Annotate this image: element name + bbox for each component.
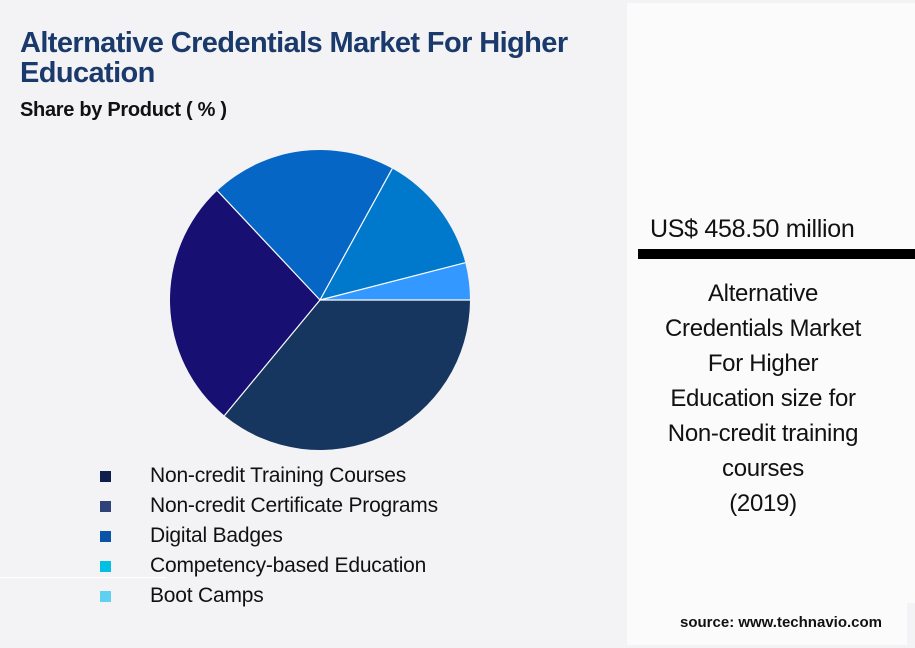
- slice-separator: [216, 190, 321, 301]
- chart-subtitle: Share by Product ( % ): [20, 99, 227, 121]
- description-line: Education size for: [670, 385, 856, 412]
- legend-item-boot-camps: Boot Camps: [100, 581, 438, 611]
- pie-slice-non-credit-training-courses: [224, 300, 470, 450]
- description-line: For Higher: [707, 350, 819, 377]
- description-line: (2019): [729, 490, 797, 517]
- slice-separator: [319, 168, 393, 301]
- callout-panel-edge: [907, 3, 915, 603]
- description-line: Alternative: [707, 280, 819, 307]
- pie-slice-competency-based-education: [320, 168, 466, 300]
- legend-label: Boot Camps: [150, 584, 264, 607]
- legend-label: Non-credit Certificate Programs: [150, 494, 438, 517]
- legend-item-competency-based-education: Competency-based Education: [100, 551, 438, 581]
- pie-chart-svg: [169, 150, 470, 450]
- description-line: Non-credit training: [667, 420, 859, 447]
- value-underline: [638, 249, 915, 259]
- description-line: Credentials Market: [664, 315, 861, 342]
- legend-label: Non-credit Training Courses: [150, 464, 407, 487]
- legend-swatch-icon: [100, 470, 111, 482]
- pie-slice-digital-badges: [217, 150, 393, 300]
- market-size-value: US$ 458.50 million: [650, 215, 855, 243]
- market-size-description: Alternative Credentials Market For Highe…: [640, 276, 886, 521]
- legend-item-digital-badges: Digital Badges: [100, 521, 438, 551]
- slice-separator: [319, 262, 466, 301]
- legend-item-non-credit-certificate-programs: Non-credit Certificate Programs: [100, 491, 438, 521]
- pie-slice-non-credit-certificate-programs: [169, 190, 320, 416]
- legend-swatch-icon: [100, 500, 111, 512]
- legend-swatch-icon: [100, 590, 111, 602]
- legend-item-non-credit-training-courses: Non-credit Training Courses: [100, 461, 438, 491]
- slice-separator: [223, 299, 321, 416]
- divider: [0, 577, 166, 578]
- legend-swatch-icon: [100, 560, 111, 572]
- source-attribution: source: www.technavio.com: [680, 614, 882, 631]
- legend-label: Competency-based Education: [150, 554, 427, 577]
- pie-chart: [168, 148, 472, 452]
- legend-swatch-icon: [100, 530, 111, 542]
- description-line: courses: [722, 455, 804, 482]
- callout-panel: [627, 3, 907, 645]
- chart-legend: Non-credit Training Courses Non-credit C…: [100, 461, 438, 611]
- legend-label: Digital Badges: [150, 524, 283, 547]
- chart-title: Alternative Credentials Market For Highe…: [20, 27, 568, 89]
